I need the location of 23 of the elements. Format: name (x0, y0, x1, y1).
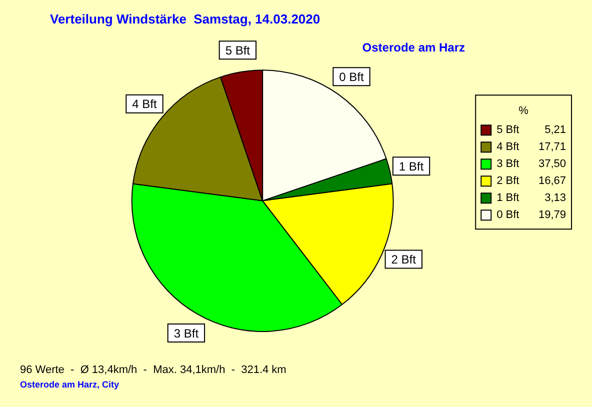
legend-label: 1 Bft (496, 192, 520, 204)
text: 96 Werte - Ø 13,4km/h - Max. 34,1km/h - 321.4 km (20, 364, 286, 376)
legend-label: 2 Bft (496, 175, 520, 188)
data-label: 37,50 (538, 158, 566, 170)
slice-label: 3 Bft (174, 326, 200, 340)
text: Osterode am Harz, City (20, 379, 120, 390)
data-label: 3,13 (544, 192, 566, 204)
legend-label: 3 Bft (496, 158, 520, 170)
chart-subtitle: Osterode am Harz (362, 40, 465, 54)
data-label: 19,79 (538, 209, 566, 222)
slice-label: 2 Bft (391, 252, 417, 267)
legend-title: % (518, 104, 529, 117)
data-label: 17,71 (538, 141, 566, 154)
data-label: 16,67 (538, 175, 566, 188)
legend-label: 4 Bft (496, 141, 520, 154)
data-label: 5,21 (544, 124, 566, 136)
legend-label: 0 Bft (496, 209, 520, 222)
legend-label: 5 Bft (496, 124, 520, 136)
slice-label: 5 Bft (225, 43, 251, 58)
slice-label: 0 Bft (339, 70, 364, 84)
chart-title: Verteilung Windstärke Samstag, 14.03.2020 (50, 11, 320, 26)
slice-label: 1 Bft (398, 159, 424, 174)
slice-label: 4 Bft (132, 97, 158, 112)
